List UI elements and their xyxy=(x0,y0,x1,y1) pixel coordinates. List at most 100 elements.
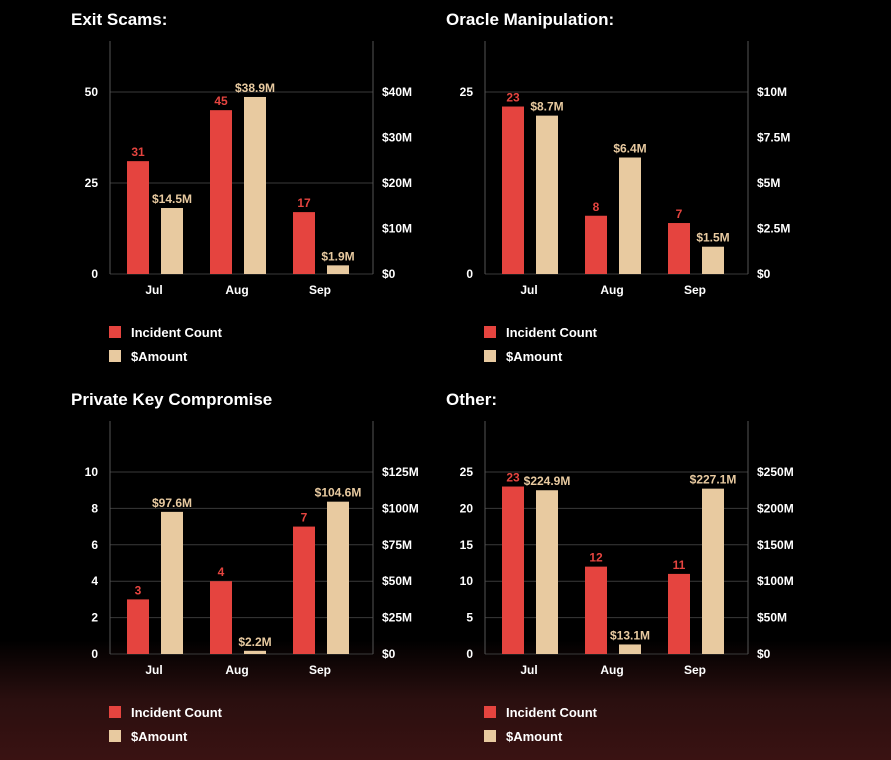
left-axis-tick-label: 8 xyxy=(91,501,98,515)
right-axis-tick-label: $2.5M xyxy=(757,221,790,235)
bar-incident-count xyxy=(668,223,690,274)
right-axis-tick-label: $10M xyxy=(382,221,412,235)
data-label-incident-count: 7 xyxy=(676,207,683,221)
left-axis-tick-label: 25 xyxy=(460,465,474,479)
x-axis-tick-label: Sep xyxy=(309,663,331,677)
right-axis-tick-label: $250M xyxy=(757,465,794,479)
left-axis-tick-label: 25 xyxy=(460,85,474,99)
right-axis-tick-label: $200M xyxy=(757,501,794,515)
incident-count-swatch xyxy=(109,706,121,718)
bar-incident-count xyxy=(293,526,315,654)
legend: Incident Count $Amount xyxy=(484,320,597,368)
amount-swatch xyxy=(109,350,121,362)
legend-label: $Amount xyxy=(506,348,563,364)
bar-amount xyxy=(619,644,641,654)
legend-item-incident-count: Incident Count xyxy=(109,320,222,344)
legend-label: Incident Count xyxy=(131,704,222,720)
legend-item-amount: $Amount xyxy=(484,344,597,368)
legend-label: Incident Count xyxy=(506,704,597,720)
legend-item-incident-count: Incident Count xyxy=(484,320,597,344)
data-label-incident-count: 7 xyxy=(301,511,308,525)
left-axis-tick-label: 25 xyxy=(85,176,99,190)
chart-title: Oracle Manipulation: xyxy=(446,10,615,29)
right-axis-tick-label: $7.5M xyxy=(757,130,790,144)
data-label-incident-count: 23 xyxy=(506,91,520,105)
bar-amount xyxy=(536,115,558,274)
data-label-incident-count: 8 xyxy=(593,200,600,214)
x-axis-tick-label: Sep xyxy=(684,283,706,297)
legend: Incident Count $Amount xyxy=(109,320,222,368)
bar-incident-count xyxy=(585,566,607,654)
legend-label: $Amount xyxy=(506,728,563,744)
bar-incident-count xyxy=(127,161,149,274)
right-axis-tick-label: $0 xyxy=(757,647,771,661)
amount-swatch xyxy=(484,350,496,362)
bar-amount xyxy=(702,246,724,274)
data-label-incident-count: 45 xyxy=(214,94,228,108)
chart-panel-private-key-compromise: Private Key Compromise 0 2 4 6 8 10 $0 $25M $50M… xyxy=(71,390,491,760)
chart-private-key-compromise: 0 2 4 6 8 10 $0 $25M $50M $75M $100M $125M 3 $97.6M Ju… xyxy=(85,421,419,677)
left-axis-tick-label: 4 xyxy=(91,574,98,588)
chart-other: 0 5 10 15 20 25 $0 $50M $100M $150M $200M $250M 23 $2… xyxy=(460,421,794,677)
x-axis-tick-label: Aug xyxy=(600,663,623,677)
data-label-amount: $97.6M xyxy=(152,496,192,510)
left-axis-tick-label: 2 xyxy=(91,611,98,625)
right-axis-tick-label: $75M xyxy=(382,538,412,552)
chart-title: Other: xyxy=(446,390,497,409)
data-label-incident-count: 11 xyxy=(673,558,686,572)
bar-amount xyxy=(702,488,724,654)
left-axis-tick-label: 0 xyxy=(466,647,473,661)
data-label-incident-count: 12 xyxy=(589,551,603,565)
left-axis-tick-label: 5 xyxy=(466,611,473,625)
x-axis-tick-label: Jul xyxy=(145,663,162,677)
bar-incident-count xyxy=(127,599,149,654)
legend-item-amount: $Amount xyxy=(484,724,597,748)
bar-incident-count xyxy=(668,573,690,654)
legend-label: Incident Count xyxy=(131,324,222,340)
bar-amount xyxy=(244,96,266,274)
data-label-incident-count: 23 xyxy=(506,471,520,485)
legend-item-amount: $Amount xyxy=(109,724,222,748)
legend-label: $Amount xyxy=(131,728,188,744)
data-label-incident-count: 31 xyxy=(131,145,145,159)
right-axis-tick-label: $10M xyxy=(757,85,787,99)
x-axis-tick-label: Sep xyxy=(684,663,706,677)
x-axis-tick-label: Aug xyxy=(600,283,623,297)
chart-panel-exit-scams: Exit Scams: 0 25 50 $0 $10M $20M $30M $40M 31 $14… xyxy=(71,10,491,380)
x-axis-tick-label: Aug xyxy=(225,283,248,297)
left-axis-tick-label: 15 xyxy=(460,538,474,552)
right-axis-tick-label: $0 xyxy=(382,267,396,281)
right-axis-tick-label: $50M xyxy=(757,611,787,625)
chart-panel-oracle-manipulation: Oracle Manipulation: 0 25 $0 $2.5M $5M $7.5M $… xyxy=(446,10,866,380)
legend: Incident Count $Amount xyxy=(484,700,597,748)
incident-count-swatch xyxy=(484,326,496,338)
right-axis-tick-label: $40M xyxy=(382,85,412,99)
incident-count-swatch xyxy=(109,326,121,338)
x-axis-tick-label: Jul xyxy=(520,663,537,677)
chart-oracle-manipulation: 0 25 $0 $2.5M $5M $7.5M $10M 23 $8.7M Jul 8 $6.4M Au… xyxy=(460,41,790,297)
x-axis-tick-label: Sep xyxy=(309,283,331,297)
left-axis-tick-label: 50 xyxy=(85,85,99,99)
left-axis-tick-label: 0 xyxy=(466,267,473,281)
chart-exit-scams: 0 25 50 $0 $10M $20M $30M $40M 31 $14.5M Jul 45 $38.… xyxy=(85,41,412,297)
data-label-amount: $8.7M xyxy=(530,100,563,114)
bar-amount xyxy=(619,157,641,274)
bar-amount xyxy=(161,208,183,274)
data-label-amount: $2.2M xyxy=(238,635,271,649)
legend-item-amount: $Amount xyxy=(109,344,222,368)
data-label-amount: $1.9M xyxy=(321,249,354,263)
right-axis-tick-label: $0 xyxy=(382,647,396,661)
bar-amount xyxy=(327,501,349,654)
data-label-incident-count: 3 xyxy=(135,583,142,597)
bar-incident-count xyxy=(210,110,232,274)
bar-amount xyxy=(161,511,183,654)
bar-amount xyxy=(536,490,558,654)
x-axis-tick-label: Jul xyxy=(520,283,537,297)
right-axis-tick-label: $20M xyxy=(382,176,412,190)
right-axis-tick-label: $150M xyxy=(757,538,794,552)
data-label-amount: $14.5M xyxy=(152,192,192,206)
data-label-amount: $104.6M xyxy=(315,486,362,500)
legend-item-incident-count: Incident Count xyxy=(109,700,222,724)
bar-amount xyxy=(244,650,266,654)
legend: Incident Count $Amount xyxy=(109,700,222,748)
